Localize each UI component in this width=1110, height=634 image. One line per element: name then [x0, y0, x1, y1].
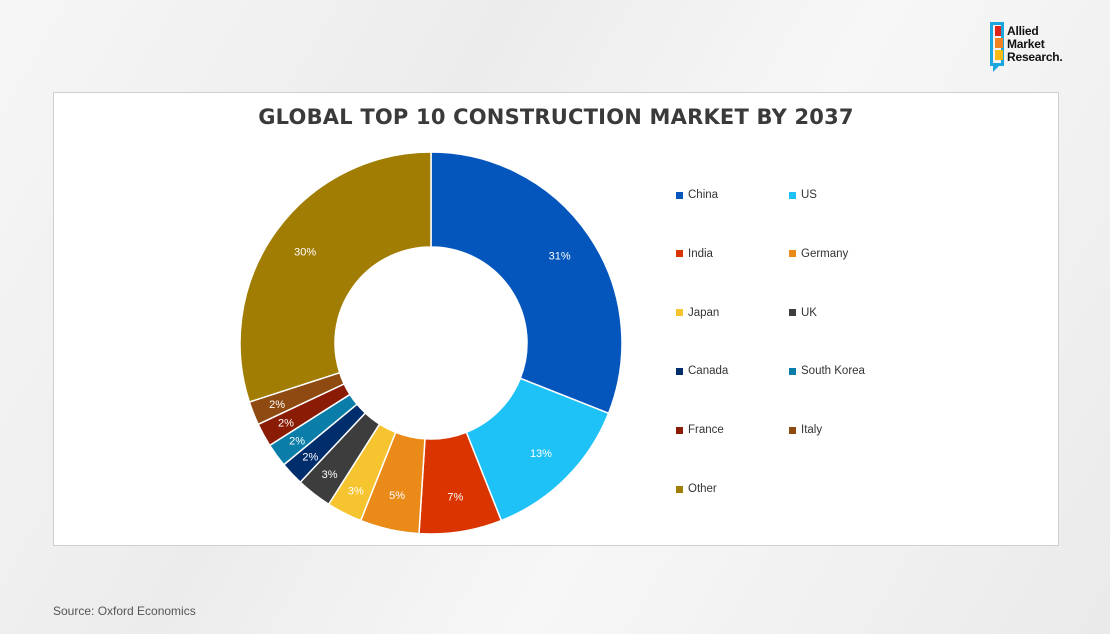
slice-label-uk: 3%: [322, 469, 338, 481]
chart-panel: GLOBAL TOP 10 CONSTRUCTION MARKET BY 203…: [53, 92, 1059, 546]
legend-label: Japan: [688, 306, 720, 319]
legend-swatch-icon: [789, 309, 796, 317]
slice-label-japan: 3%: [348, 485, 364, 497]
legend-item-other: Other: [676, 483, 717, 495]
legend-swatch-icon: [676, 485, 683, 493]
legend-label: US: [801, 189, 817, 201]
slice-label-france: 2%: [278, 418, 294, 430]
logo-text: Allied Market Research.: [1007, 25, 1063, 64]
legend-item-south-korea: South Korea: [789, 365, 865, 377]
logo-tail-icon: [993, 63, 1002, 72]
legend-item-japan: Japan: [676, 307, 719, 319]
legend-label: UK: [801, 306, 817, 319]
legend-swatch-icon: [676, 309, 683, 317]
slice-china: [430, 151, 623, 415]
logo-mark-icon: [990, 22, 1004, 66]
chart-legend: China US India Germany Japan UK Canada South Ko…: [676, 189, 936, 509]
legend-item-italy: Italy: [789, 424, 822, 436]
legend-item-us: US: [789, 189, 817, 201]
legend-item-germany: Germany: [789, 248, 848, 260]
legend-label: Other: [688, 483, 717, 495]
slice-label-south-korea: 2%: [289, 435, 305, 447]
chart-title: GLOBAL TOP 10 CONSTRUCTION MARKET BY 203…: [258, 105, 854, 129]
legend-item-india: India: [676, 248, 713, 260]
legend-swatch-icon: [789, 191, 796, 199]
slice-label-other: 30%: [294, 247, 316, 259]
legend-item-france: France: [676, 424, 724, 436]
slice-other: [239, 151, 432, 403]
legend-swatch-icon: [676, 191, 683, 199]
legend-swatch-icon: [789, 426, 796, 434]
legend-label: India: [688, 247, 713, 260]
legend-label: South Korea: [801, 365, 865, 378]
logo-line-3: Research.: [1007, 50, 1063, 64]
donut-chart: 31% 13% 7% 5% 3% 3% 2% 2% 2% 2% 30%: [239, 151, 623, 535]
legend-label: Italy: [801, 424, 823, 437]
logo-line-1: Allied: [1007, 24, 1039, 38]
slice-label-china: 31%: [549, 251, 571, 263]
legend-item-china: China: [676, 189, 718, 201]
legend-item-uk: UK: [789, 307, 817, 319]
legend-swatch-icon: [789, 250, 796, 258]
source-note: Source: Oxford Economics: [53, 604, 196, 618]
legend-swatch-icon: [789, 367, 796, 375]
allied-market-research-logo: Allied Market Research.: [990, 22, 1090, 78]
legend-swatch-icon: [676, 426, 683, 434]
legend-item-canada: Canada: [676, 365, 728, 377]
slice-label-canada: 2%: [302, 451, 318, 463]
legend-label: Germany: [801, 247, 849, 260]
legend-label: France: [688, 424, 724, 437]
slice-label-india: 7%: [447, 492, 463, 504]
legend-swatch-icon: [676, 250, 683, 258]
logo-line-2: Market: [1007, 37, 1045, 51]
legend-swatch-icon: [676, 367, 683, 375]
slice-label-germany: 5%: [389, 490, 405, 502]
slice-label-us: 13%: [530, 448, 552, 460]
legend-label: Canada: [688, 365, 729, 378]
slice-label-italy: 2%: [269, 399, 285, 411]
legend-label: China: [688, 189, 719, 201]
